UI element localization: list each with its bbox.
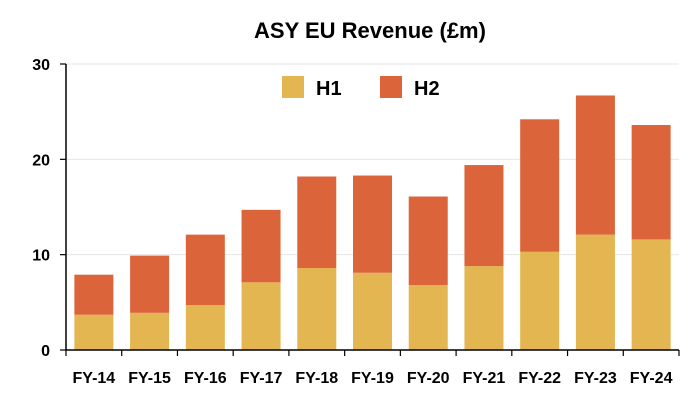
y-tick-label: 30 [32,57,50,74]
bar-h2-fy-22 [520,119,560,252]
bar-h2-fy-16 [185,234,225,306]
x-tick-label: FY-18 [295,370,338,387]
bar-h1-fy-23 [575,234,615,350]
bar-h2-fy-18 [297,176,337,269]
x-tick-label: FY-22 [518,370,561,387]
bar-h1-fy-18 [297,268,337,350]
bar-h1-fy-14 [74,314,114,350]
legend: H1 H2 [282,76,440,100]
bar-h2-fy-15 [130,255,170,313]
legend-label-h2: H2 [414,78,440,100]
bar-h1-fy-20 [408,285,448,350]
bar-h1-fy-21 [464,266,504,350]
x-tick-label: FY-24 [630,370,673,387]
bar-h1-fy-24 [631,239,671,350]
legend-swatch-h1 [282,76,304,98]
bar-h2-fy-23 [575,95,615,235]
x-tick-label: FY-14 [73,370,116,387]
x-tick-label: FY-19 [351,370,394,387]
x-tick-label: FY-16 [184,370,227,387]
legend-label-h1: H1 [316,78,342,100]
bar-h2-fy-14 [74,274,114,315]
bar-h2-fy-19 [352,175,393,273]
chart-title: ASY EU Revenue (£m) [254,18,486,43]
x-tick-label: FY-15 [128,370,171,387]
bar-h1-fy-17 [241,282,281,350]
x-tick-label: FY-23 [574,370,617,387]
bar-h2-fy-20 [408,196,448,286]
bar-h1-fy-16 [185,305,225,350]
bar-h2-fy-24 [631,125,671,240]
x-tick-label: FY-20 [407,370,450,387]
y-tick-label: 0 [41,343,50,360]
bar-h2-fy-21 [464,165,504,267]
axes: 0 10 20 30 FY-14 FY-15 FY-16 FY-17 FY-18 FY-19 FY-… [32,57,680,387]
x-tick-label: FY-21 [463,370,506,387]
bars [74,95,671,350]
x-tick-label: FY-17 [240,370,283,387]
bar-h1-fy-15 [130,312,170,350]
legend-swatch-h2 [380,76,402,98]
bar-h1-fy-22 [520,251,560,350]
bar-h1-fy-19 [352,272,393,350]
bar-h2-fy-17 [241,209,281,283]
y-tick-label: 10 [32,248,50,265]
y-tick-label: 20 [32,152,50,169]
